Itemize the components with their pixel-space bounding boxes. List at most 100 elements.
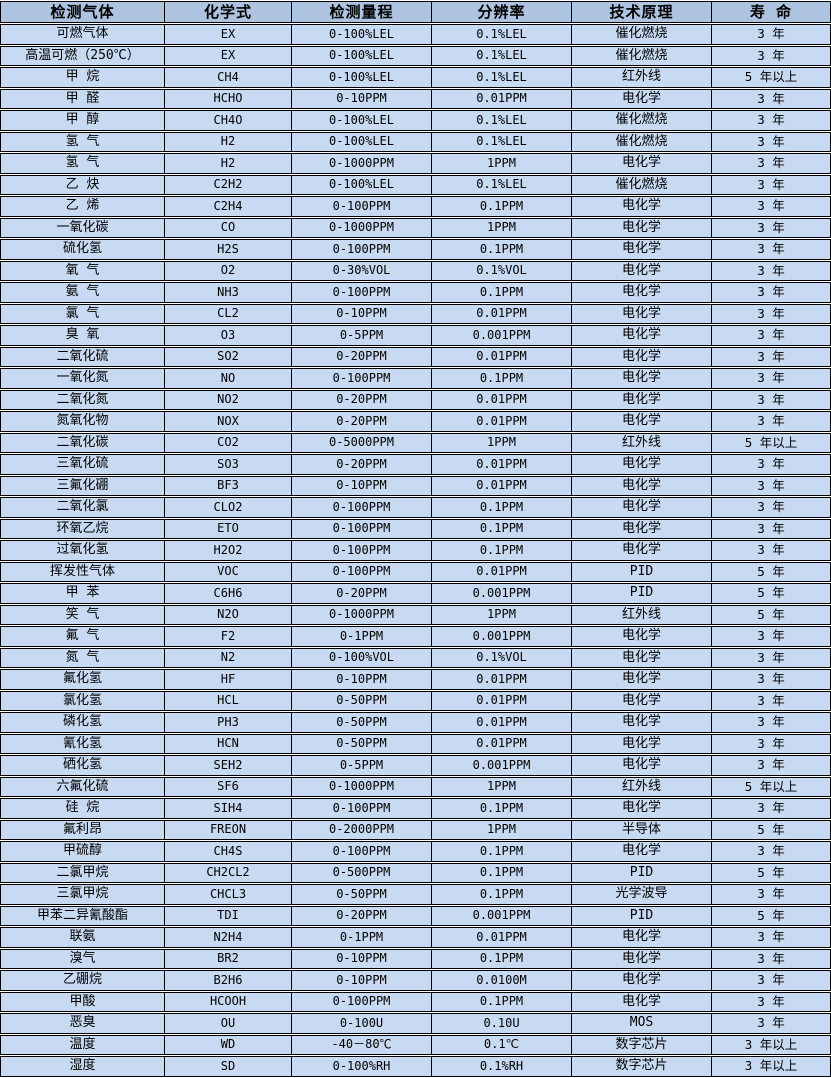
table-cell-life: 3 年 xyxy=(712,798,831,819)
table-cell-formula: EX xyxy=(165,45,292,66)
table-row: 臭 氧 O3 0-5PPM 0.001PPM 电化学 3 年 xyxy=(0,325,831,346)
table-cell-principle: 电化学 xyxy=(572,948,712,969)
table-cell-principle: 电化学 xyxy=(572,991,712,1012)
table-cell-principle: 电化学 xyxy=(572,712,712,733)
table-cell-resolution: 0.01PPM xyxy=(432,411,572,432)
table-cell-life: 3 年 xyxy=(712,669,831,690)
table-row: 甲 烷 CH4 0-100%LEL 0.1%LEL 红外线 5 年以上 xyxy=(0,67,831,88)
table-cell-principle: 电化学 xyxy=(572,282,712,303)
table-cell-resolution: 0.01PPM xyxy=(432,690,572,711)
table-cell-formula: CLO2 xyxy=(165,497,292,518)
table-row: 氟利昂 FREON 0-2000PPM 1PPM 半导体 5 年 xyxy=(0,819,831,840)
table-cell-formula: H2 xyxy=(165,153,292,174)
table-cell-resolution: 0.01PPM xyxy=(432,733,572,754)
table-row: 氟 气 F2 0-1PPM 0.001PPM 电化学 3 年 xyxy=(0,626,831,647)
table-cell-range: 0-20PPM xyxy=(292,411,432,432)
table-cell-formula: CHCL3 xyxy=(165,884,292,905)
table-row: 高温可燃（250℃） EX 0-100%LEL 0.1%LEL 催化燃烧 3 年 xyxy=(0,45,831,66)
table-row: 一氧化氮 NO 0-100PPM 0.1PPM 电化学 3 年 xyxy=(0,368,831,389)
table-row: 乙 烯 C2H4 0-100PPM 0.1PPM 电化学 3 年 xyxy=(0,196,831,217)
table-cell-life: 3 年 xyxy=(712,454,831,475)
table-cell-gas: 硫化氢 xyxy=(0,239,165,260)
table-cell-range: 0-50PPM xyxy=(292,884,432,905)
table-cell-life: 3 年以上 xyxy=(712,1056,831,1077)
table-cell-formula: ETO xyxy=(165,518,292,539)
table-cell-formula: H2 xyxy=(165,131,292,152)
table-cell-range: 0-20PPM xyxy=(292,905,432,926)
table-cell-range: 0-100PPM xyxy=(292,497,432,518)
table-cell-life: 5 年 xyxy=(712,819,831,840)
table-cell-principle: 催化燃烧 xyxy=(572,110,712,131)
table-cell-gas: 臭 氧 xyxy=(0,325,165,346)
table-cell-formula: PH3 xyxy=(165,712,292,733)
table-cell-range: 0-100PPM xyxy=(292,561,432,582)
table-row: 二氯甲烷 CH2CL2 0-500PPM 0.1PPM PID 5 年 xyxy=(0,862,831,883)
table-cell-resolution: 0.1PPM xyxy=(432,948,572,969)
table-cell-gas: 二氧化硫 xyxy=(0,346,165,367)
table-cell-gas: 氟化氢 xyxy=(0,669,165,690)
table-cell-resolution: 0.01PPM xyxy=(432,561,572,582)
table-cell-gas: 笑 气 xyxy=(0,604,165,625)
table-cell-range: 0-1000PPM xyxy=(292,776,432,797)
table-cell-resolution: 0.01PPM xyxy=(432,88,572,109)
table-cell-life: 3 年 xyxy=(712,24,831,45)
table-cell-gas: 乙 烯 xyxy=(0,196,165,217)
table-cell-range: 0-5PPM xyxy=(292,755,432,776)
table-cell-principle: 电化学 xyxy=(572,733,712,754)
table-row: 甲酸 HCOOH 0-100PPM 0.1PPM 电化学 3 年 xyxy=(0,991,831,1012)
table-cell-gas: 可燃气体 xyxy=(0,24,165,45)
table-cell-resolution: 0.1%VOL xyxy=(432,647,572,668)
table-cell-gas: 六氟化硫 xyxy=(0,776,165,797)
table-cell-life: 3 年 xyxy=(712,346,831,367)
table-cell-range: 0-100%LEL xyxy=(292,67,432,88)
table-cell-life: 5 年 xyxy=(712,561,831,582)
table-cell-formula: FREON xyxy=(165,819,292,840)
table-cell-resolution: 0.1PPM xyxy=(432,497,572,518)
table-cell-resolution: 0.01PPM xyxy=(432,927,572,948)
table-cell-resolution: 0.001PPM xyxy=(432,325,572,346)
table-cell-gas: 氟利昂 xyxy=(0,819,165,840)
table-cell-formula: HCHO xyxy=(165,88,292,109)
table-cell-formula: HCN xyxy=(165,733,292,754)
table-cell-gas: 恶臭 xyxy=(0,1013,165,1034)
table-cell-formula: SO3 xyxy=(165,454,292,475)
table-cell-gas: 氮氧化物 xyxy=(0,411,165,432)
table-cell-resolution: 0.1%RH xyxy=(432,1056,572,1077)
table-row: 氮 气 N2 0-100%VOL 0.1%VOL 电化学 3 年 xyxy=(0,647,831,668)
table-cell-principle: 电化学 xyxy=(572,798,712,819)
table-row: 甲 苯 C6H6 0-20PPM 0.001PPM PID 5 年 xyxy=(0,583,831,604)
table-cell-formula: HF xyxy=(165,669,292,690)
table-cell-formula: WD xyxy=(165,1034,292,1055)
table-cell-formula: BR2 xyxy=(165,948,292,969)
table-cell-range: 0-100PPM xyxy=(292,991,432,1012)
table-row: 挥发性气体 VOC 0-100PPM 0.01PPM PID 5 年 xyxy=(0,561,831,582)
table-cell-formula: NO xyxy=(165,368,292,389)
column-header-resolution: 分辨率 xyxy=(432,1,572,23)
table-cell-resolution: 1PPM xyxy=(432,776,572,797)
table-cell-principle: 电化学 xyxy=(572,970,712,991)
table-cell-principle: 电化学 xyxy=(572,239,712,260)
table-cell-life: 3 年 xyxy=(712,411,831,432)
table-cell-gas: 挥发性气体 xyxy=(0,561,165,582)
table-cell-formula: TDI xyxy=(165,905,292,926)
table-row: 二氧化氯 CLO2 0-100PPM 0.1PPM 电化学 3 年 xyxy=(0,497,831,518)
table-cell-principle: MOS xyxy=(572,1013,712,1034)
table-cell-principle: 电化学 xyxy=(572,497,712,518)
table-cell-resolution: 0.1PPM xyxy=(432,841,572,862)
table-cell-resolution: 0.001PPM xyxy=(432,905,572,926)
table-row: 湿度 SD 0-100%RH 0.1%RH 数字芯片 3 年以上 xyxy=(0,1056,831,1077)
table-cell-formula: NO2 xyxy=(165,389,292,410)
table-cell-resolution: 1PPM xyxy=(432,153,572,174)
table-cell-principle: 电化学 xyxy=(572,325,712,346)
table-cell-formula: HCL xyxy=(165,690,292,711)
table-cell-formula: BF3 xyxy=(165,475,292,496)
table-cell-formula: N2 xyxy=(165,647,292,668)
table-cell-formula: O2 xyxy=(165,260,292,281)
table-cell-principle: 电化学 xyxy=(572,626,712,647)
table-cell-resolution: 0.1℃ xyxy=(432,1034,572,1055)
column-header-gas: 检测气体 xyxy=(0,1,165,23)
table-row: 溴气 BR2 0-10PPM 0.1PPM 电化学 3 年 xyxy=(0,948,831,969)
table-cell-gas: 甲 醇 xyxy=(0,110,165,131)
table-cell-life: 3 年 xyxy=(712,970,831,991)
table-cell-range: 0-10PPM xyxy=(292,948,432,969)
